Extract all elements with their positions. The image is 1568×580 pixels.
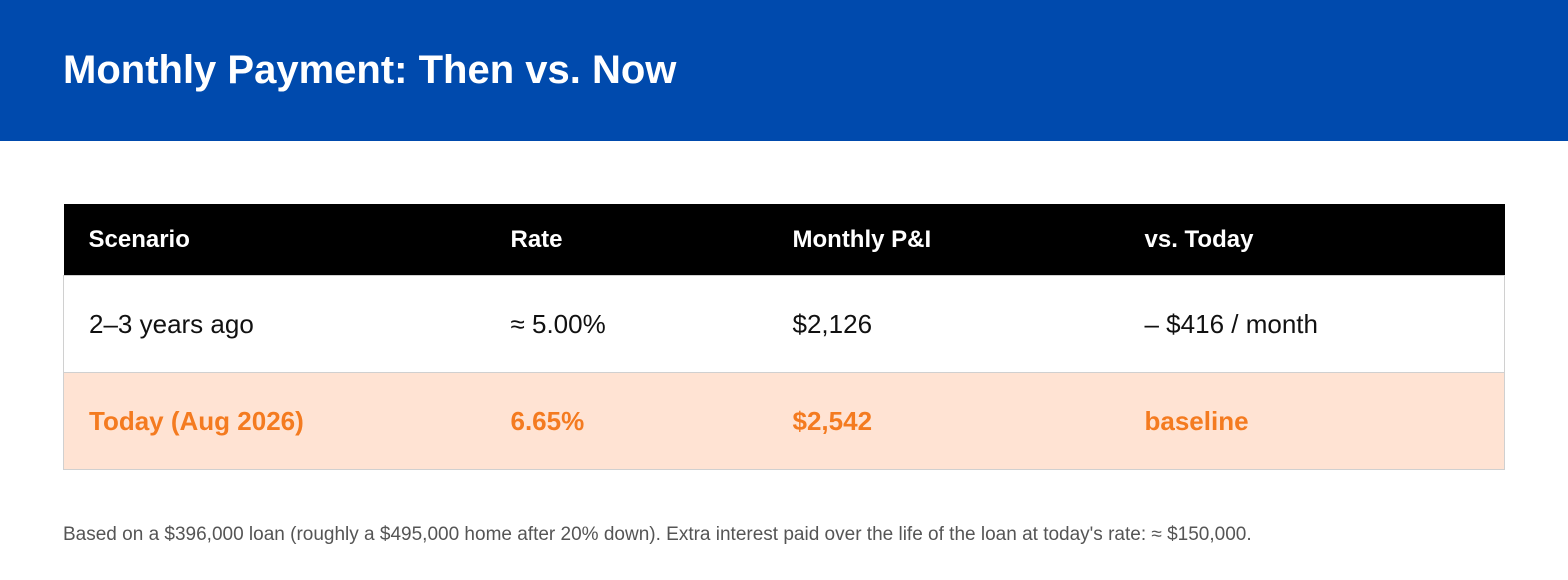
column-header: Monthly P&I [767,204,1120,276]
table-row: Today (Aug 2026) 6.65% $2,542 baseline [63,372,1505,470]
table-row: 2–3 years ago ≈ 5.00% $2,126– $416 / month [63,275,1505,373]
column-header: vs. Today [1119,204,1505,276]
table-cell: 2–3 years ago [63,275,486,373]
column-header: Scenario [63,204,486,276]
payment-table: Scenario Rate Monthly P&I vs. Today 2–3 yea… [63,204,1505,470]
table-cell: baseline [1119,372,1505,470]
table-cell: $2,542 [767,372,1120,470]
table-cell: 6.65% [485,372,768,470]
column-header: Rate [485,204,768,276]
table-cell: ≈ 5.00% [485,275,768,373]
table-cell: $2,126 [767,275,1120,373]
header-row: Scenario Rate Monthly P&I vs. Today [63,204,1505,276]
header: Monthly Payment: Then vs. Now [0,0,1568,141]
table-cell: Today (Aug 2026) [63,372,486,470]
footnote: Based on a $396,000 loan (roughly a $495… [63,524,1252,545]
table-cell: – $416 / month [1119,275,1505,373]
title: Monthly Payment: Then vs. Now [63,48,677,92]
